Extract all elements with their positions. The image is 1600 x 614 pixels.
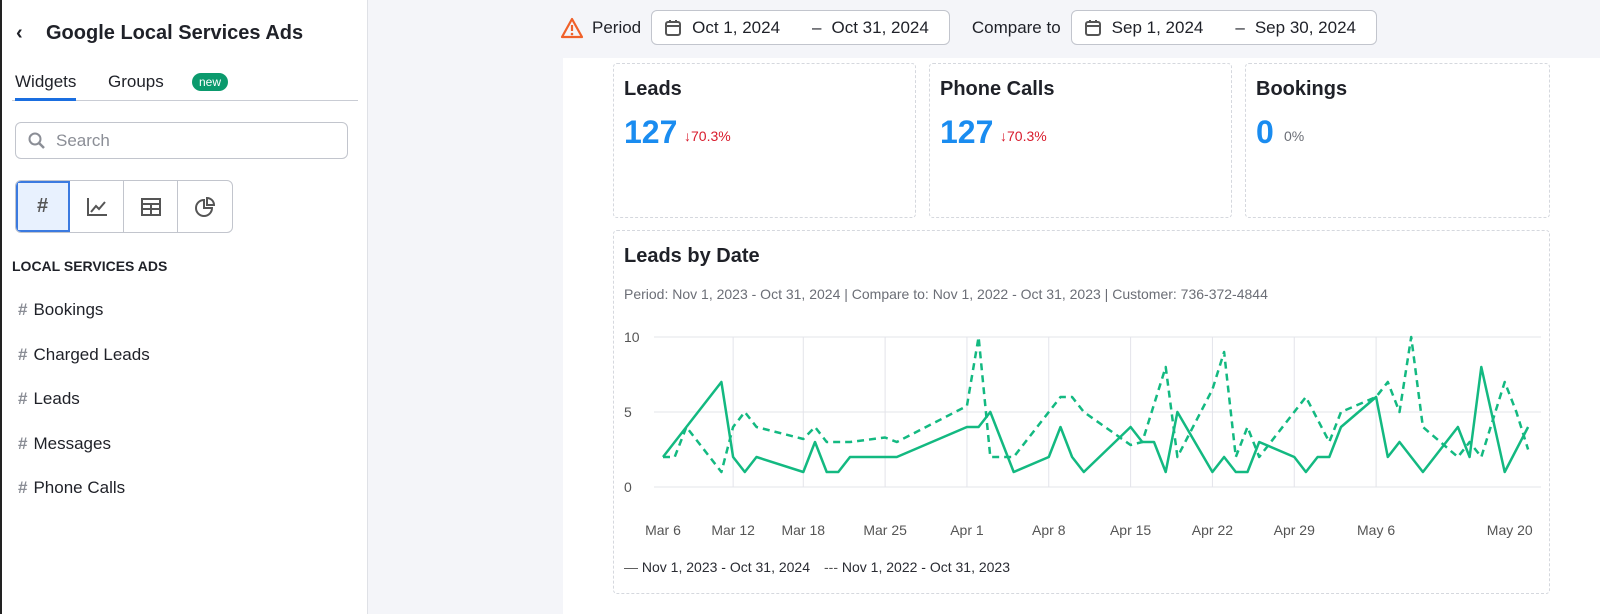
list-item-charged-leads[interactable]: # Charged Leads xyxy=(18,345,150,390)
hash-icon: # xyxy=(18,433,28,453)
widget-list: # Bookings # Charged Leads # Leads # Message… xyxy=(18,300,150,523)
date-range-bar: Period Oct 1, 2024 – Oct 31, 2024 Compar… xyxy=(560,10,1377,45)
calendar-icon xyxy=(1084,19,1101,36)
line-chart-widget-button[interactable] xyxy=(70,181,124,232)
tab-groups[interactable]: Groups xyxy=(108,72,164,91)
pie-chart-widget-button[interactable] xyxy=(178,181,232,232)
period-date-picker[interactable]: Oct 1, 2024 – Oct 31, 2024 xyxy=(651,10,950,45)
new-badge: new xyxy=(192,73,229,91)
back-chevron-icon[interactable]: ‹ xyxy=(16,22,23,44)
dash: – xyxy=(812,17,822,37)
y-tick-label: 5 xyxy=(624,404,632,420)
card-title: Leads xyxy=(624,78,682,100)
sidebar-title: Google Local Services Ads xyxy=(46,22,304,44)
search-icon xyxy=(28,132,45,149)
pie-chart-icon xyxy=(195,196,215,217)
legend-label: Nov 1, 2022 - Oct 31, 2023 xyxy=(841,559,1010,575)
calendar-icon xyxy=(665,19,682,36)
hash-icon: # xyxy=(18,344,28,364)
legend-item-current[interactable]: — Nov 1, 2023 - Oct 31, 2024 xyxy=(624,559,810,575)
item-label: Bookings xyxy=(33,300,104,319)
card-delta: ↓70.3% xyxy=(684,128,731,144)
compare-start: Sep 1, 2024 xyxy=(1111,17,1204,37)
list-item-bookings[interactable]: # Bookings xyxy=(18,300,150,345)
legend-label: Nov 1, 2023 - Oct 31, 2024 xyxy=(641,559,810,575)
chart-title: Leads by Date xyxy=(624,245,760,267)
x-tick-label: Apr 15 xyxy=(1110,522,1151,538)
number-widget-button[interactable]: # xyxy=(16,181,70,232)
list-item-messages[interactable]: # Messages xyxy=(18,434,150,479)
item-label: Phone Calls xyxy=(33,478,126,497)
card-title: Phone Calls xyxy=(940,78,1055,100)
x-tick-label: Apr 1 xyxy=(950,522,984,538)
card-title: Bookings xyxy=(1256,78,1348,100)
series-line-previous xyxy=(663,335,1530,474)
hash-icon: # xyxy=(18,389,28,408)
card-value: 127 xyxy=(940,114,994,150)
dash: – xyxy=(1235,17,1245,37)
sidebar-tabs: Widgets Groups new xyxy=(12,70,358,101)
search-box[interactable] xyxy=(15,122,348,159)
card-value: 0 xyxy=(1256,114,1274,150)
line-chart: 0 5 10 Mar 6 Mar 12 Mar 18 Mar 25 Apr 1 Apr 8 Apr… xyxy=(624,329,1541,538)
section-heading: LOCAL SERVICES ADS xyxy=(12,258,168,274)
x-tick-label: Apr 8 xyxy=(1032,522,1066,538)
x-tick-label: Mar 12 xyxy=(711,522,755,538)
phone-calls-card[interactable]: Phone Calls 127 ↓70.3% xyxy=(929,63,1232,218)
series-line-current xyxy=(662,365,1530,474)
table-widget-button[interactable] xyxy=(124,181,178,232)
x-tick-label: May 6 xyxy=(1357,522,1395,538)
list-item-phone-calls[interactable]: # Phone Calls xyxy=(18,478,150,523)
chart-legend: — Nov 1, 2023 - Oct 31, 2024 --- Nov 1, … xyxy=(624,559,1010,575)
x-tick-label: Apr 29 xyxy=(1274,522,1315,538)
card-delta: 0% xyxy=(1284,128,1305,144)
line-chart-icon xyxy=(86,197,107,216)
y-tick-label: 10 xyxy=(624,329,640,345)
x-tick-label: Mar 6 xyxy=(645,522,681,538)
tab-widgets[interactable]: Widgets xyxy=(15,72,77,101)
x-tick-label: Mar 18 xyxy=(781,522,825,538)
compare-date-picker[interactable]: Sep 1, 2024 – Sep 30, 2024 xyxy=(1070,10,1377,45)
sidebar: ‹ Google Local Services Ads Widgets Grou… xyxy=(0,0,368,614)
hash-icon: # xyxy=(18,478,28,497)
x-tick-label: Apr 22 xyxy=(1192,522,1233,538)
period-end: Oct 31, 2024 xyxy=(831,17,929,37)
period-start: Oct 1, 2024 xyxy=(692,17,781,37)
hash-icon: # xyxy=(18,300,28,319)
hash-icon: # xyxy=(36,195,49,217)
period-label: Period xyxy=(592,17,642,37)
warning-icon xyxy=(560,17,584,38)
card-value: 127 xyxy=(624,114,678,150)
widget-type-selector: # xyxy=(15,180,233,233)
item-label: Leads xyxy=(33,389,80,408)
item-label: Messages xyxy=(33,433,111,453)
leads-by-date-card[interactable]: Leads by Date Period: Nov 1, 2023 - Oct … xyxy=(613,230,1550,594)
list-item-leads[interactable]: # Leads xyxy=(18,389,150,434)
bookings-card[interactable]: Bookings 0 0% xyxy=(1245,63,1550,218)
chart-subtitle: Period: Nov 1, 2023 - Oct 31, 2024 | Com… xyxy=(624,286,1268,302)
leads-card[interactable]: Leads 127 ↓70.3% xyxy=(613,63,916,218)
x-tick-label: Mar 25 xyxy=(863,522,907,538)
compare-label: Compare to xyxy=(971,17,1061,37)
search-input[interactable] xyxy=(56,131,336,151)
y-tick-label: 0 xyxy=(624,479,632,495)
table-icon xyxy=(140,197,161,216)
compare-end: Sep 30, 2024 xyxy=(1254,17,1356,37)
item-label: Charged Leads xyxy=(33,344,150,364)
x-tick-label: May 20 xyxy=(1487,522,1533,538)
card-delta: ↓70.3% xyxy=(1000,128,1047,144)
legend-item-previous[interactable]: --- Nov 1, 2022 - Oct 31, 2023 xyxy=(824,559,1010,575)
